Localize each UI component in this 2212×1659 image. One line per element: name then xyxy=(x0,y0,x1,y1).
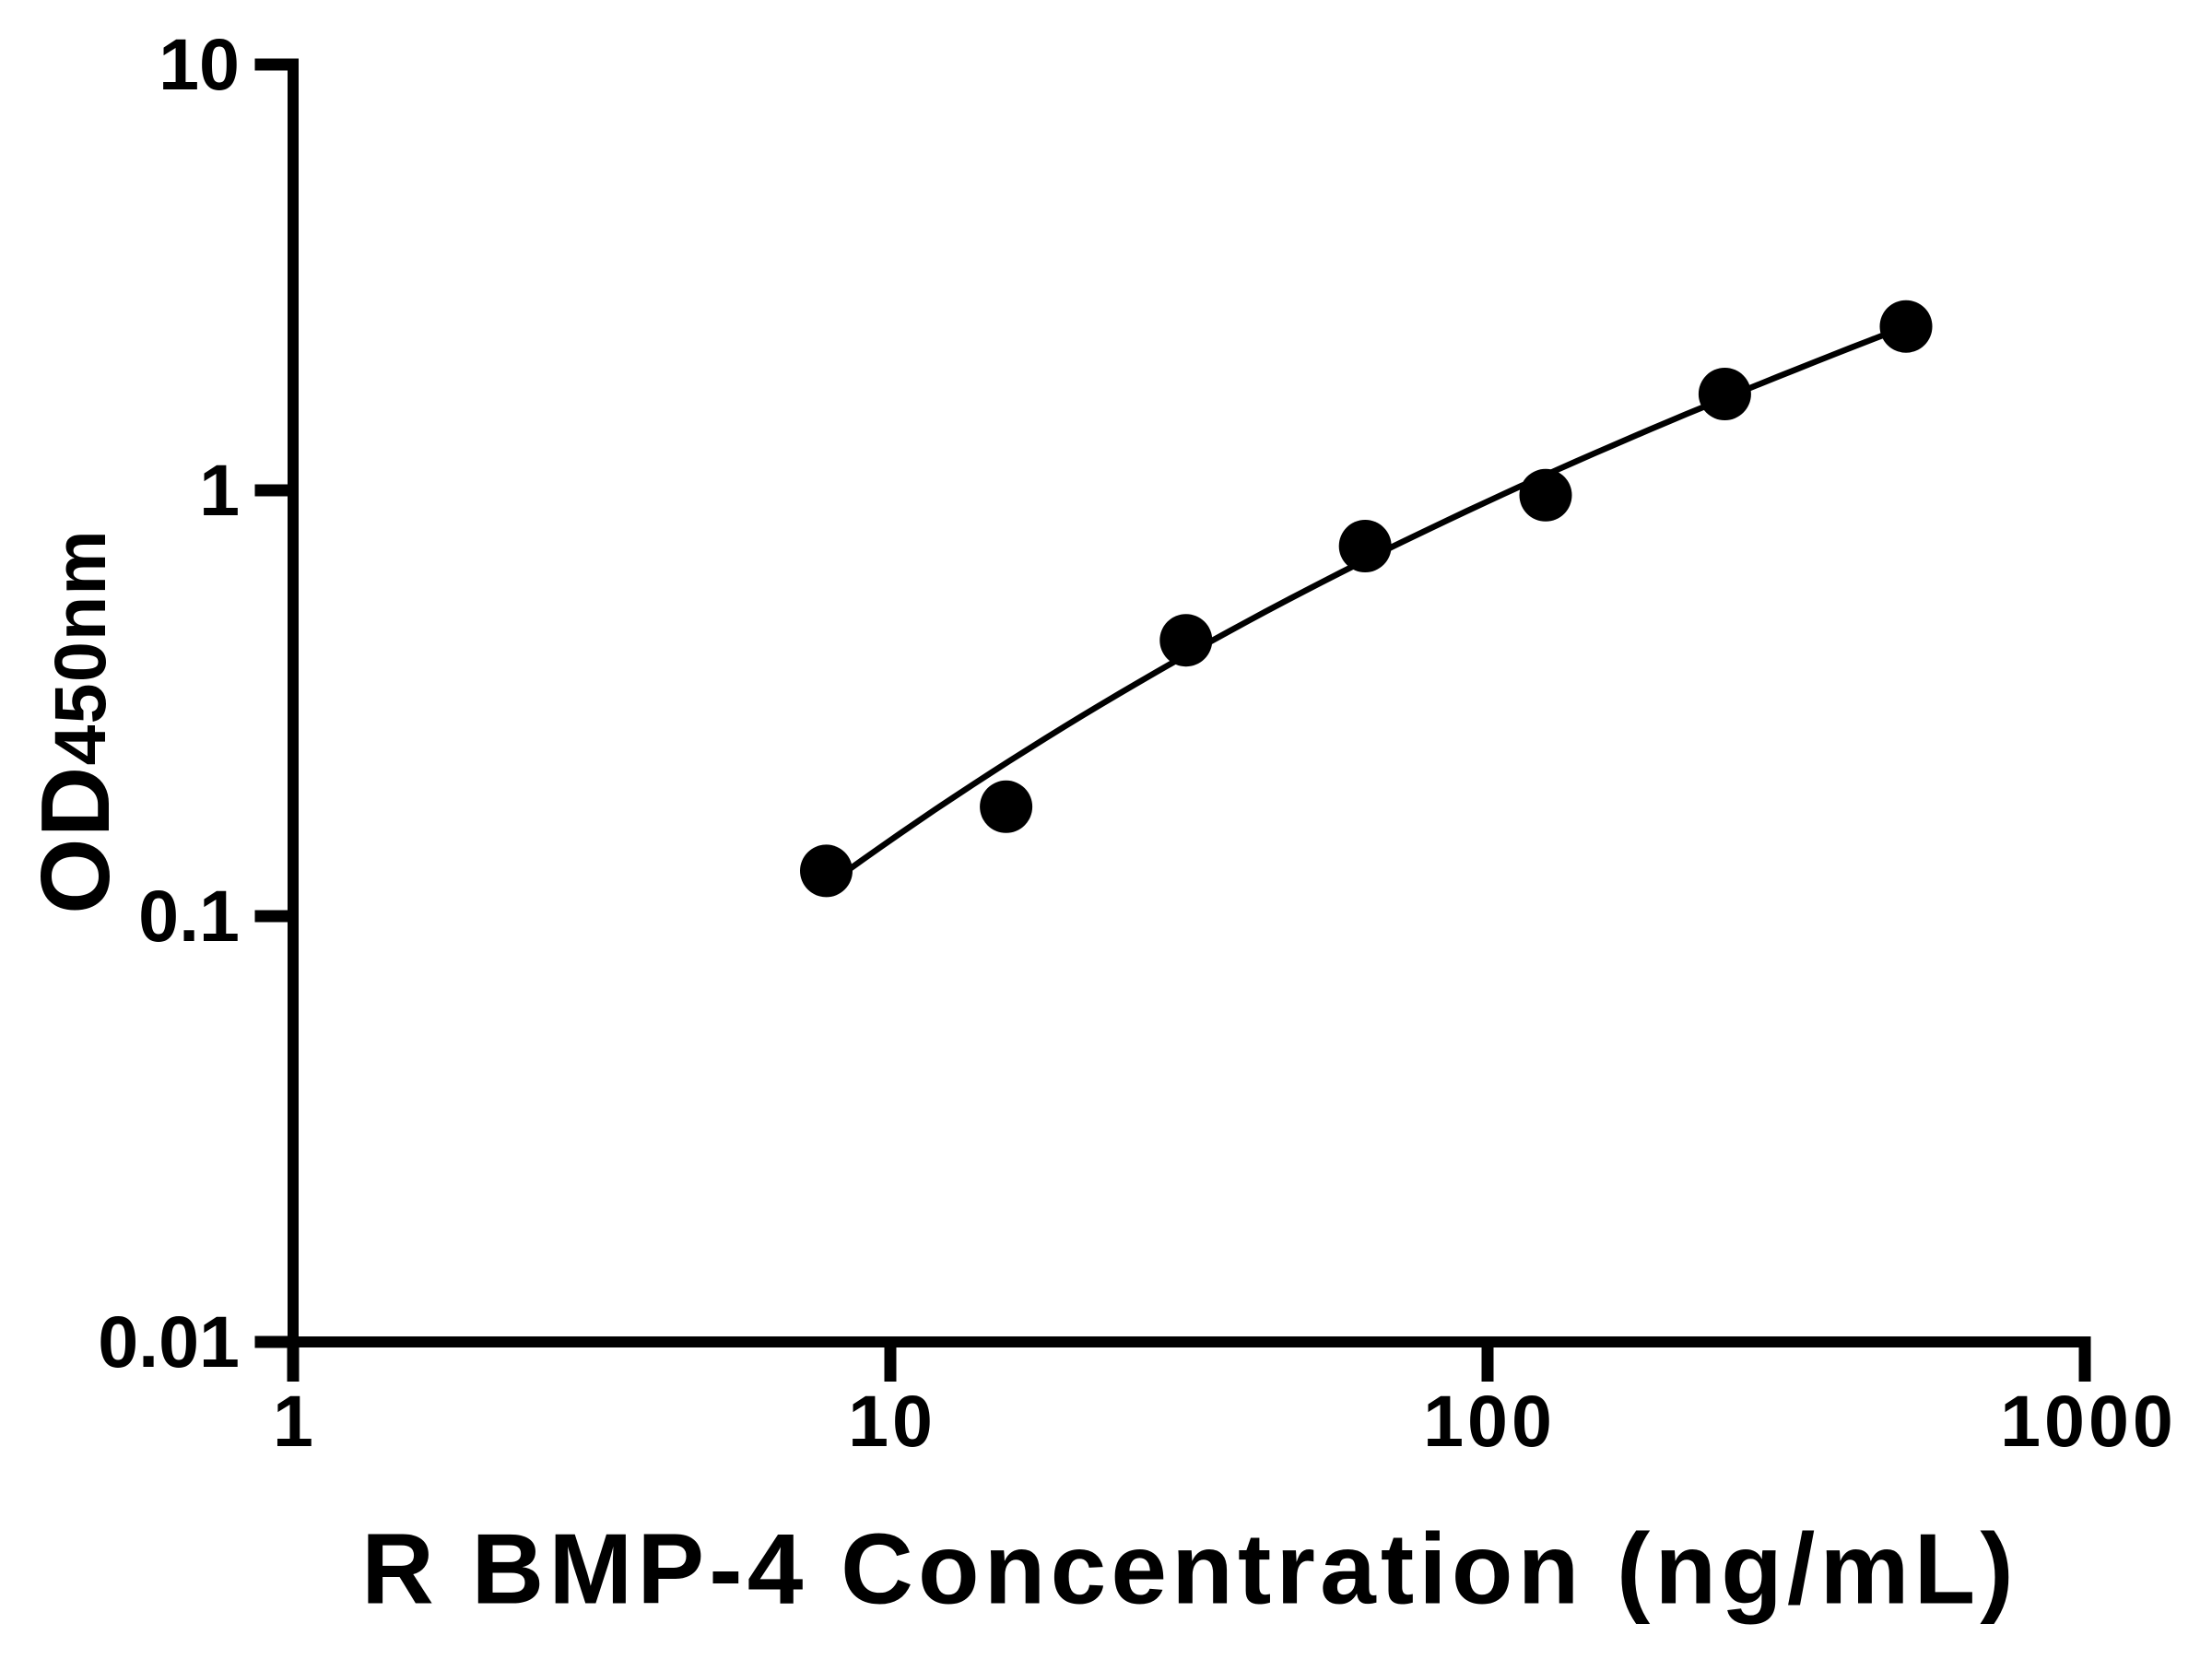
svg-text:10: 10 xyxy=(159,23,240,105)
svg-text:0.01: 0.01 xyxy=(98,1300,240,1382)
svg-text:0.1: 0.1 xyxy=(138,875,240,957)
svg-text:10: 10 xyxy=(848,1380,936,1462)
svg-text:R BMP-4 Concentration (ng/mL): R BMP-4 Concentration (ng/mL) xyxy=(361,1513,2018,1626)
svg-text:1: 1 xyxy=(273,1380,317,1462)
svg-text:1: 1 xyxy=(199,449,240,531)
svg-text:1000: 1000 xyxy=(2000,1380,2177,1462)
svg-text:100: 100 xyxy=(1423,1380,1556,1462)
svg-text:OD450nm: OD450nm xyxy=(21,529,130,914)
